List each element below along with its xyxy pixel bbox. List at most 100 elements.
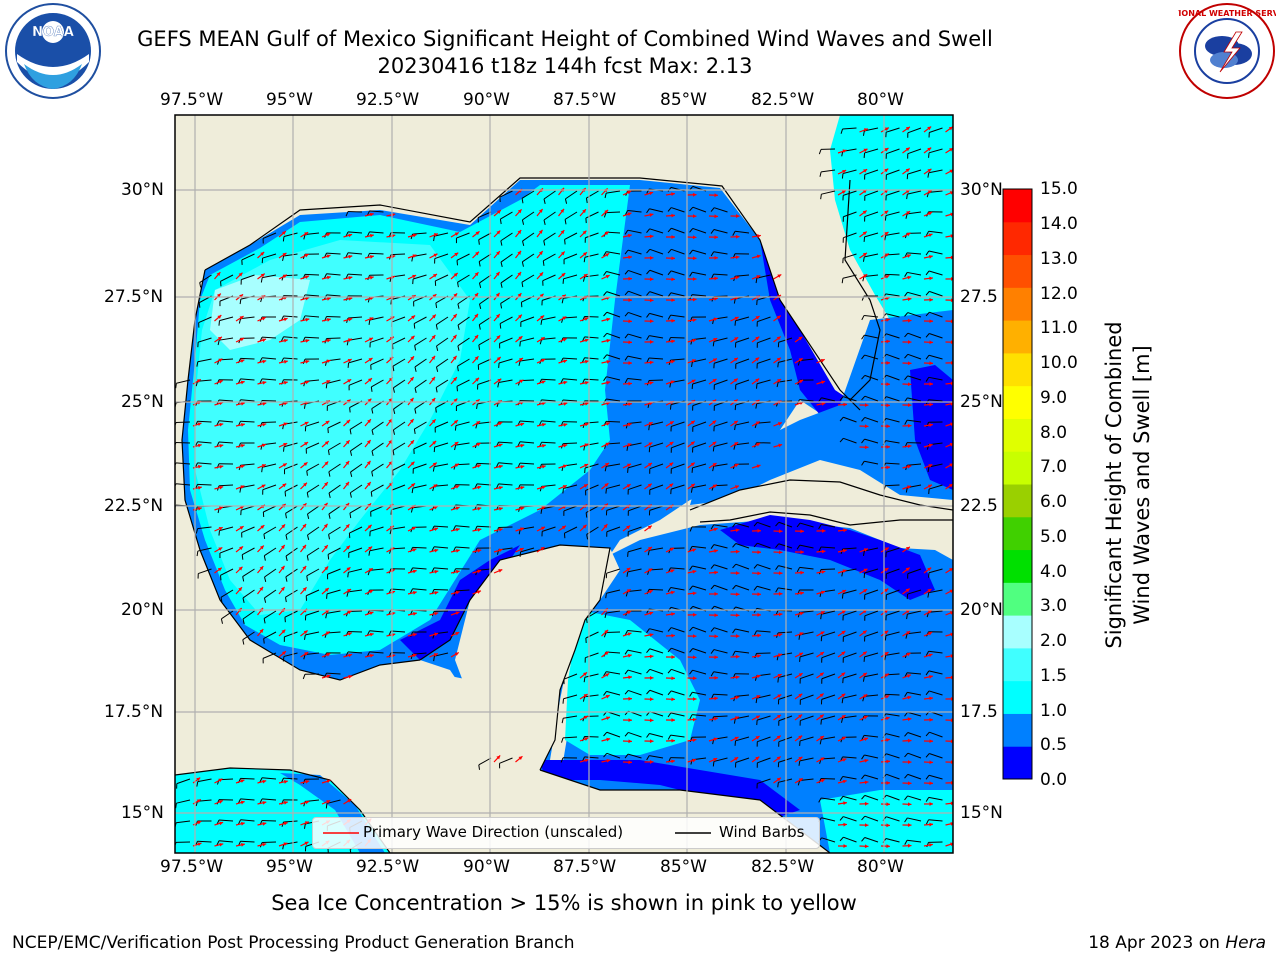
wave-arrow-head bbox=[734, 716, 739, 720]
wind-barb bbox=[929, 311, 943, 318]
wave-arrow-head bbox=[842, 779, 847, 784]
wind-barb bbox=[562, 442, 578, 445]
colorbar-tick: 1.0 bbox=[1040, 701, 1068, 721]
wind-barb bbox=[328, 484, 341, 494]
wave-arrow-head bbox=[304, 821, 309, 825]
wave-arrow-head bbox=[863, 715, 868, 720]
wind-barb-flag bbox=[689, 565, 693, 571]
wind-barb-flag bbox=[818, 149, 822, 155]
wave-arrow-head bbox=[628, 760, 632, 765]
wave-arrow-head bbox=[714, 193, 718, 198]
wind-barb bbox=[928, 354, 943, 360]
wind-barb bbox=[305, 442, 320, 450]
wind-barb-flag bbox=[370, 491, 373, 497]
wind-barb bbox=[885, 652, 900, 656]
wind-barb bbox=[842, 756, 857, 759]
wind-barb-flag bbox=[796, 544, 801, 550]
wave-arrow-head bbox=[455, 632, 460, 636]
wind-barb bbox=[735, 358, 750, 365]
wind-barb bbox=[821, 631, 836, 637]
wind-barb-flag bbox=[431, 567, 435, 573]
wave-arrow-head bbox=[648, 463, 653, 467]
wind-barb bbox=[414, 379, 427, 389]
wind-barb-flag bbox=[603, 691, 607, 696]
wind-barb-flag bbox=[861, 774, 865, 780]
wind-barb bbox=[543, 232, 556, 242]
wind-barb bbox=[262, 463, 277, 468]
wind-barb bbox=[778, 379, 793, 383]
wave-arrow-head bbox=[649, 234, 654, 239]
wave-arrow-head bbox=[649, 633, 654, 637]
wave-arrow-head bbox=[433, 253, 438, 258]
colorbar-segment bbox=[1003, 647, 1032, 682]
wind-barb-flag bbox=[904, 817, 908, 823]
wind-barb-flag bbox=[264, 576, 267, 583]
wind-barb bbox=[306, 463, 320, 472]
wind-barb bbox=[327, 547, 341, 555]
wave-arrow-head bbox=[929, 276, 933, 281]
wave-arrow-head bbox=[238, 272, 243, 277]
wind-barb bbox=[369, 630, 384, 633]
lat-tick-left-22.5N: 22.5°N bbox=[104, 496, 164, 516]
wind-barb bbox=[306, 568, 320, 577]
map-frame bbox=[174, 114, 954, 854]
wind-barb-flag bbox=[307, 534, 310, 540]
wind-barb bbox=[541, 399, 556, 402]
wave-arrow-head bbox=[907, 444, 912, 449]
wave-arrow-head bbox=[842, 589, 847, 594]
wave-arrow-head bbox=[326, 779, 331, 784]
wave-arrow-head bbox=[929, 361, 933, 366]
wind-barb bbox=[305, 294, 320, 297]
wind-barb-flag bbox=[175, 383, 177, 389]
wind-barb-flag bbox=[624, 333, 629, 339]
wave-arrow-head bbox=[239, 546, 244, 551]
wave-arrow-head bbox=[776, 714, 781, 719]
wave-arrow-head bbox=[324, 588, 329, 592]
wind-barb-flag bbox=[840, 717, 844, 723]
wind-barb bbox=[391, 630, 406, 633]
wind-barb bbox=[648, 357, 664, 360]
wind-barb bbox=[412, 567, 427, 570]
wind-barb-flag bbox=[521, 282, 524, 288]
wind-barb bbox=[670, 712, 685, 717]
wind-barb bbox=[907, 672, 922, 675]
wind-barb bbox=[843, 631, 857, 638]
wind-barb bbox=[328, 526, 341, 535]
wind-barb bbox=[692, 294, 707, 297]
wind-barb bbox=[176, 462, 191, 465]
wind-barb bbox=[735, 736, 750, 742]
wave-arrow-head bbox=[628, 255, 632, 260]
wind-barb bbox=[391, 316, 406, 323]
run-date: 18 Apr 2023 on Hera bbox=[1088, 933, 1266, 953]
wave-arrow-head bbox=[886, 738, 890, 742]
colorbar-tick: 11.0 bbox=[1040, 318, 1078, 338]
wind-barb-flag bbox=[325, 803, 328, 809]
wind-barb-flag bbox=[624, 290, 629, 296]
wind-barb-flag bbox=[500, 261, 503, 268]
wind-barb bbox=[433, 588, 449, 591]
wind-barb bbox=[692, 421, 707, 428]
wave-arrow-head bbox=[712, 358, 717, 362]
coastlines bbox=[175, 177, 953, 853]
lat-tick-left-30N: 30°N bbox=[121, 180, 164, 200]
wind-barb bbox=[176, 778, 191, 785]
wave-arrow-head bbox=[348, 233, 353, 238]
wave-arrow-head bbox=[197, 506, 202, 511]
colorbar-tick: 7.0 bbox=[1040, 457, 1068, 477]
wave-arrow-head bbox=[798, 336, 803, 341]
wind-barb-flag bbox=[819, 171, 822, 177]
wind-barb bbox=[197, 441, 212, 444]
wave-arrow-head bbox=[455, 569, 460, 574]
wind-barb-flag bbox=[690, 487, 693, 493]
wind-barb bbox=[478, 337, 492, 346]
wind-barb bbox=[221, 610, 234, 620]
wave-arrow-head bbox=[907, 275, 912, 280]
wind-barb-flag bbox=[776, 382, 779, 388]
wave-arrow-head bbox=[755, 336, 760, 341]
wave-arrow-head bbox=[453, 293, 458, 298]
wave-arrow-head bbox=[692, 277, 697, 281]
wind-barb-flag bbox=[710, 251, 715, 257]
wind-barb bbox=[929, 290, 943, 297]
wind-barb-flag bbox=[285, 576, 288, 582]
wave-arrow-head bbox=[929, 696, 933, 701]
